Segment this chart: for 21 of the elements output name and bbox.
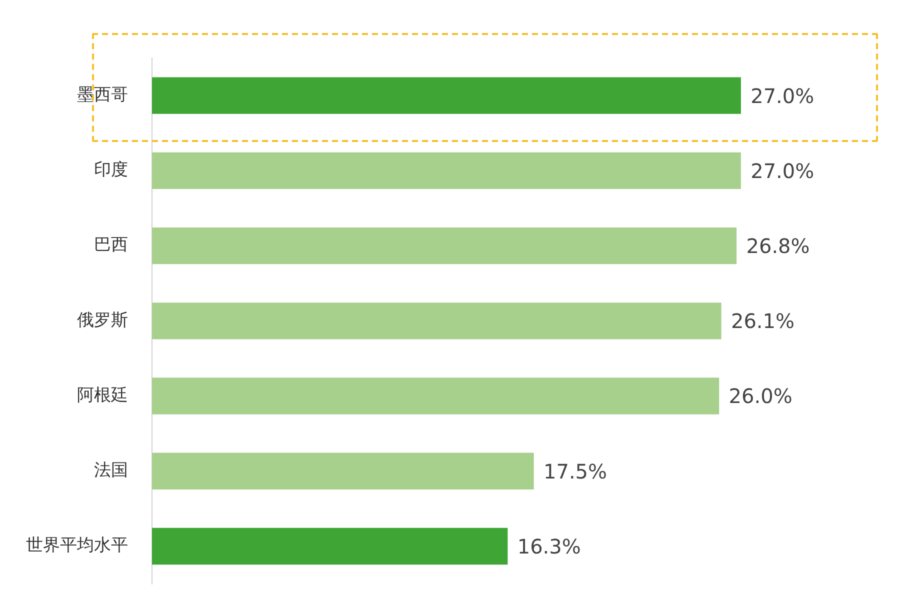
y-tick-label: 世界平均水平 <box>26 536 128 556</box>
y-tick-label: 阿根廷 <box>77 385 128 406</box>
y-tick-label: 俄罗斯 <box>77 310 128 330</box>
bar <box>152 452 534 490</box>
data-label: 27.0% <box>750 84 814 108</box>
y-tick-label: 巴西 <box>94 235 128 256</box>
data-label: 16.3% <box>517 534 581 558</box>
bar <box>152 528 508 565</box>
bar <box>152 227 737 264</box>
bar <box>152 77 741 114</box>
data-label: 26.0% <box>728 384 792 408</box>
data-label: 26.8% <box>746 234 810 258</box>
data-label: 17.5% <box>544 459 608 484</box>
data-label: 27.0% <box>750 158 814 183</box>
y-tick-label: 墨西哥 <box>77 84 128 105</box>
bar <box>152 302 722 340</box>
y-tick-label: 法国 <box>94 460 128 481</box>
y-tick-label: 印度 <box>94 160 128 180</box>
bar <box>152 152 741 189</box>
bar <box>152 378 720 414</box>
data-label: 26.1% <box>730 309 795 334</box>
